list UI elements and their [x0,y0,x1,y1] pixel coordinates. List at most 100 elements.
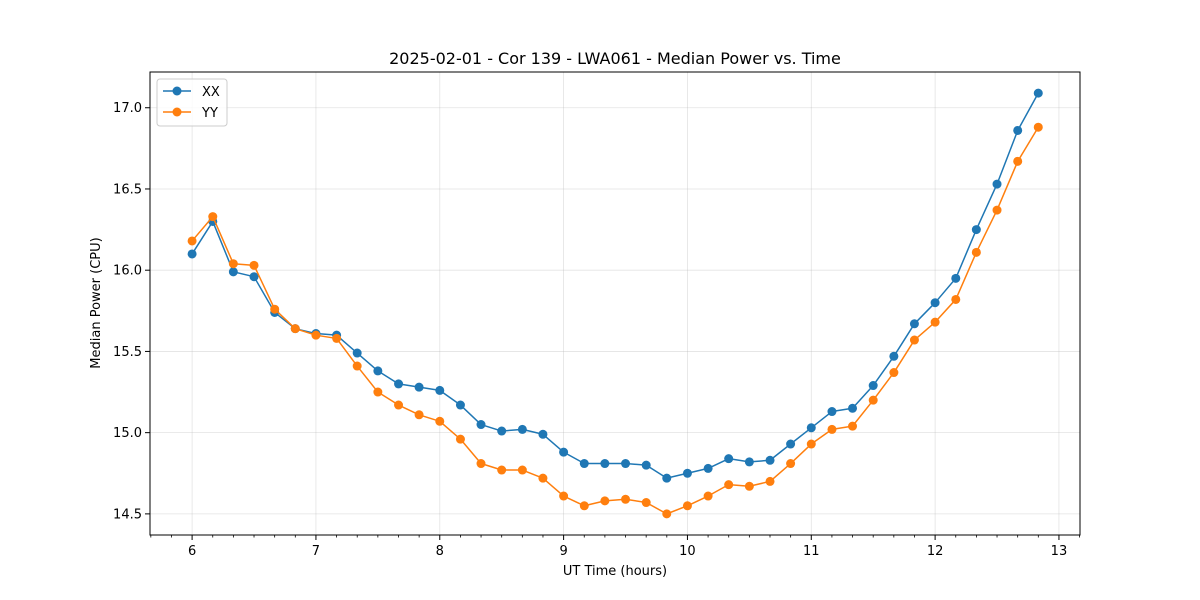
series-yy [187,122,1043,519]
data-point-xx [786,439,796,449]
data-point-yy [786,459,796,469]
data-point-yy [848,421,858,431]
data-point-yy [765,476,775,486]
data-point-yy [559,491,569,501]
x-tick-label: 9 [559,544,567,559]
y-tick-label: 17.0 [113,101,142,116]
data-point-yy [187,236,197,246]
data-point-yy [476,459,486,469]
data-point-xx [992,179,1002,189]
data-point-xx [600,459,610,469]
data-point-xx [909,319,919,329]
data-point-xx [641,460,651,470]
data-point-xx [455,400,465,410]
data-point-xx [435,385,445,395]
data-point-yy [538,473,548,483]
data-point-xx [187,249,197,259]
y-axis-label: Median Power (CPU) [89,237,104,368]
data-point-yy [497,465,507,475]
y-tick-label: 16.0 [113,264,142,279]
data-point-xx [724,454,734,464]
data-point-yy [249,260,259,270]
data-point-xx [765,455,775,465]
y-tick-label: 14.5 [113,507,142,522]
data-point-yy [930,317,940,327]
data-point-yy [641,498,651,508]
data-point-xx [517,424,527,434]
x-axis-label: UT Time (hours) [563,564,667,579]
data-point-xx [1033,88,1043,98]
series-layer [187,88,1043,519]
data-point-yy [682,501,692,511]
data-point-yy [290,324,300,334]
data-point-yy [806,439,816,449]
data-point-xx [703,463,713,473]
data-point-xx [951,273,961,283]
plot-area-background [150,72,1080,535]
data-point-yy [352,361,362,371]
data-point-xx [662,473,672,483]
data-point-yy [208,212,218,222]
y-axis: 14.5 15.0 15.5 16.0 16.5 17.0 [113,101,150,522]
data-point-xx [682,468,692,478]
data-point-yy [827,424,837,434]
y-tick-label: 15.5 [113,345,142,360]
data-point-yy [228,259,238,269]
chart-title: 2025-02-01 - Cor 139 - LWA061 - Median P… [389,49,841,68]
data-point-yy [311,330,321,340]
legend-label-yy: YY [201,106,218,121]
data-point-xx [414,382,424,392]
data-point-yy [889,368,899,378]
data-point-yy [744,481,754,491]
data-point-xx [1013,125,1023,135]
x-axis: 6 7 8 9 10 11 12 13 [150,535,1080,559]
data-point-yy [951,294,961,304]
x-tick-label: 10 [679,544,696,559]
data-point-yy [517,465,527,475]
x-tick-label: 6 [188,544,196,559]
data-point-yy [414,410,424,420]
data-point-yy [270,304,280,314]
x-tick-label: 12 [927,544,944,559]
data-point-xx [930,298,940,308]
data-point-xx [373,366,383,376]
data-point-xx [559,447,569,457]
legend-marker-xx [172,86,182,96]
data-point-yy [992,205,1002,215]
data-point-yy [662,509,672,519]
data-point-xx [352,348,362,358]
data-point-xx [579,459,589,469]
legend-label-xx: XX [202,85,220,100]
data-point-xx [538,429,548,439]
data-point-xx [868,381,878,391]
data-point-xx [971,225,981,235]
data-point-yy [971,247,981,257]
data-point-xx [848,403,858,413]
legend-marker-yy [172,107,182,117]
data-point-yy [1033,122,1043,132]
data-point-yy [579,501,589,511]
data-point-yy [868,395,878,405]
grid [150,72,1080,535]
data-point-yy [1013,156,1023,166]
y-tick-label: 15.0 [113,426,142,441]
data-point-xx [744,457,754,467]
data-point-yy [373,387,383,397]
data-point-yy [394,400,404,410]
data-point-yy [703,491,713,501]
data-point-xx [806,423,816,433]
legend: XX YY [156,78,228,127]
data-point-yy [621,494,631,504]
series-xx [187,88,1043,483]
x-tick-label: 7 [312,544,320,559]
data-point-yy [435,416,445,426]
data-point-yy [724,480,734,490]
plot-frame [149,71,1081,536]
data-point-xx [394,379,404,389]
x-tick-label: 11 [803,544,820,559]
data-point-yy [455,434,465,444]
x-tick-label: 8 [436,544,444,559]
data-point-xx [228,267,238,277]
data-point-xx [621,459,631,469]
